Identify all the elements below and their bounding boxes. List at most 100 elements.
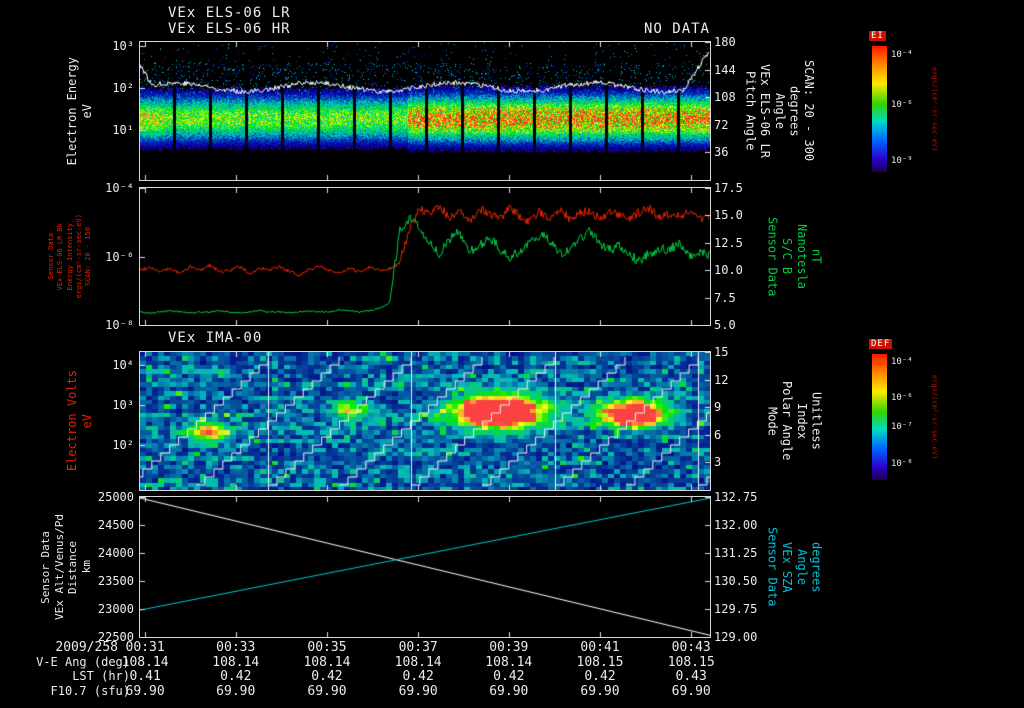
intensity-right-title-line: Sensor Data — [765, 216, 780, 297]
eph-right-tick: 129.00 — [714, 630, 758, 644]
colorbar-unit-text: ergs/(cm²-sr-sec-eV) — [930, 66, 939, 152]
footer-row-value: 108.15 — [576, 655, 624, 670]
colorbar-tick: 10⁻⁴ — [891, 49, 913, 60]
eph-right-title-line: degrees — [809, 541, 824, 593]
eph-right-tick: 131.25 — [714, 546, 758, 560]
intensity-right-tick: 15.0 — [714, 208, 743, 223]
intensity-left-title-line: Energy Intensity — [65, 222, 74, 291]
intensity-right-axis-title: Sensor Data S/C B Nanotesla nT — [765, 188, 824, 325]
els-left-tick: 10³ — [112, 39, 134, 54]
ima-right-title-line: Polar Angle — [780, 381, 795, 461]
footer-row-value: 69.90 — [671, 684, 711, 699]
eph-right-tick: 132.75 — [714, 490, 758, 504]
intensity-left-tick: 10⁻⁴ — [105, 181, 134, 195]
els-right-title-line: SCAN: 20 - 300 — [801, 60, 816, 162]
footer-row-value: 0.42 — [402, 669, 434, 684]
ima-left-axis-title: Electron Volts eV — [65, 352, 94, 490]
eph-right-title-line: Sensor Data — [765, 527, 780, 607]
time-tick-label: 00:43 — [671, 640, 711, 655]
ima-right-tick: 15 — [714, 345, 729, 359]
els-right-tick: 144 — [714, 62, 736, 77]
eph-left-tick: 25000 — [97, 490, 134, 504]
ephemeris-canvas — [140, 497, 710, 637]
footer-row-value: 0.42 — [220, 669, 252, 684]
ima-title: VEx IMA-00 — [168, 330, 263, 346]
footer-row-value: 108.14 — [394, 655, 442, 670]
ima-right-tick: 12 — [714, 372, 729, 387]
els-right-title-line: Angle — [772, 92, 787, 130]
footer-row-value: 0.42 — [493, 669, 525, 684]
ima-left-tick: 10⁴ — [112, 357, 134, 372]
colorbar-def — [872, 354, 887, 480]
els-right-title-line: VEx ELS-06 LR — [758, 64, 773, 158]
colorbar-title-ei: EI — [869, 31, 886, 41]
els-spectrogram-canvas — [140, 42, 710, 180]
ima-left-tick: 10² — [112, 438, 134, 452]
intensity-left-tick: 10⁻⁸ — [105, 318, 134, 332]
colorbar-tick: 10⁻⁹ — [891, 155, 913, 166]
els-right-tick: 36 — [714, 145, 729, 160]
intensity-right-title-line: S/C B — [780, 238, 795, 275]
intensity-right-tick: 10.0 — [714, 263, 743, 278]
eph-right-tick: 132.00 — [714, 518, 758, 532]
time-tick-label: 00:41 — [580, 640, 620, 655]
ima-right-tick: 3 — [714, 455, 722, 470]
colorbar-tick: 10⁻⁷ — [891, 422, 913, 433]
footer-row-label: F10.7 (sfu) — [50, 684, 130, 698]
els-right-title-line: Pitch Angle — [743, 71, 758, 151]
eph-left-tick: 23000 — [97, 602, 134, 616]
els-right-axis-title: Pitch Angle VEx ELS-06 LR Angle degrees SCAN… — [743, 42, 816, 180]
ima-right-title-line: Mode — [765, 406, 780, 436]
ima-right-title-line: Index — [794, 402, 809, 440]
footer-row-value: 0.42 — [584, 669, 616, 684]
date-label: 2009/258 — [55, 640, 118, 655]
els-left-tick: 10¹ — [112, 122, 134, 137]
els-right-tick: 72 — [714, 117, 729, 132]
ima-right-tick: 9 — [714, 400, 722, 415]
colorbar-tick: 10⁻⁶ — [891, 393, 913, 404]
els-left-title-line: Electron Energy — [65, 56, 79, 166]
els-right-title-line: degrees — [787, 85, 802, 137]
colorbar-tick: 10⁻⁶ — [891, 100, 913, 111]
eph-right-title-line: VEx SZA — [780, 541, 795, 593]
colorbar-title-def: DEF — [869, 339, 893, 349]
ima-right-tick: 6 — [714, 427, 722, 442]
ima-right-title-line: Unitless — [809, 392, 824, 450]
ima-right-axis-title: Mode Polar Angle Index Unitless — [765, 352, 824, 490]
footer-row-value: 69.90 — [307, 684, 347, 699]
els-title-line1: VEx ELS-06 LR — [168, 5, 291, 21]
els-title-line2: VEx ELS-06 HR — [168, 21, 291, 37]
colorbar-tick: 10⁻⁸ — [891, 458, 913, 469]
intensity-left-title-line: ergs/(cm²-sr-sec-eV) — [75, 214, 84, 299]
time-tick-label: 00:39 — [489, 640, 529, 655]
intensity-right-tick: 12.5 — [714, 235, 743, 250]
intensity-bfield-canvas — [140, 188, 710, 325]
intensity-right-tick: 17.5 — [714, 181, 743, 195]
els-left-title-line: eV — [79, 103, 94, 119]
intensity-left-tick: 10⁻⁶ — [105, 249, 134, 264]
footer-row-label: LST (hr) — [72, 669, 130, 683]
footer-row-value: 108.14 — [121, 655, 169, 670]
footer-row-value: 69.90 — [398, 684, 438, 699]
footer-row-value: 0.41 — [129, 669, 161, 684]
els-left-tick: 10² — [112, 80, 134, 95]
eph-left-tick: 23500 — [97, 574, 134, 588]
intensity-right-title-line: Nanotesla — [794, 223, 809, 290]
colorbar-unit-text: ergs/(cm²-sr-sec-eV) — [930, 374, 939, 460]
footer-row-value: 69.90 — [580, 684, 620, 699]
no-data-label: NO DATA — [643, 21, 710, 37]
intensity-right-tick: 5.0 — [714, 318, 736, 332]
intensity-right-title-line: nT — [809, 249, 824, 264]
footer-row-value: 0.43 — [675, 669, 707, 684]
footer-row-value: 108.14 — [485, 655, 533, 670]
footer-row-value: 69.90 — [125, 684, 165, 699]
eph-right-title-line: Angle — [794, 548, 809, 586]
footer-row-value: 69.90 — [216, 684, 256, 699]
footer-row-label: V-E Ang (deg) — [36, 655, 130, 669]
colorbar-tick: 10⁻⁴ — [891, 356, 913, 367]
eph-left-title-line: Distance — [66, 540, 80, 594]
colorbar-unit-label: ergs/(cm²-sr-sec-eV) — [930, 354, 939, 480]
intensity-left-title-line: SCAN: 20 - 150 — [84, 226, 93, 286]
colorbar-unit-label: ergs/(cm²-sr-sec-eV) — [930, 46, 939, 172]
